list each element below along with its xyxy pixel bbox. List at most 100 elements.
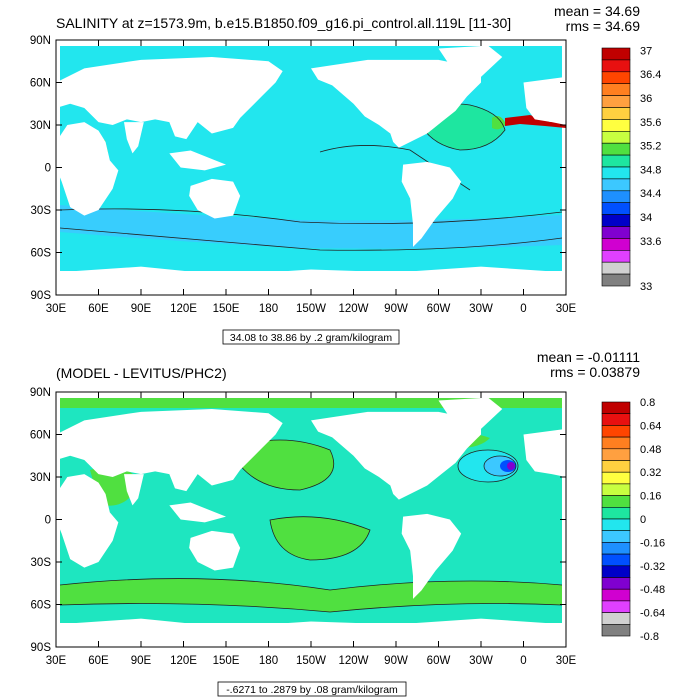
colorbar-label: -0.48 (640, 584, 665, 596)
colorbar-swatch (601, 600, 631, 613)
colorbar-swatch (601, 202, 631, 215)
contour-line (59, 208, 563, 225)
lon-label: 180 (259, 655, 278, 667)
colorbar-swatch (601, 612, 631, 625)
lon-label: 90E (131, 655, 152, 667)
colorbar-swatch (601, 506, 631, 520)
colorbar-label: 37 (640, 45, 652, 57)
lon-label: 30E (46, 655, 67, 667)
latitude-axis: 90N 60N 30N 0 30S 60S 90S (30, 387, 566, 654)
colorbar-label: -0.16 (640, 537, 665, 549)
colorbar-swatch (601, 71, 631, 85)
colorbar-swatch (601, 460, 631, 473)
colorbar-swatch (601, 166, 631, 180)
map-panel-salinity: SALINITY at z=1573.9m, b.e15.B1850.f09_g… (30, 3, 661, 345)
colorbar-swatch (601, 59, 631, 73)
longitude-axis: 30E 60E 90E 120E 150E 180 150W 120W 90W 60W 30W 0 30… (46, 40, 577, 315)
colorbar-label: -0.32 (640, 561, 665, 573)
lon-label: 0 (520, 655, 526, 667)
lon-label: 150E (213, 655, 240, 667)
lon-label: 150W (296, 655, 326, 667)
lat-label: 90N (30, 35, 51, 47)
colorbar-swatch (601, 47, 631, 61)
colorbar-label: 0.64 (640, 420, 661, 432)
colorbar-swatch (601, 154, 631, 168)
lon-label: 120W (338, 303, 368, 315)
arctic-positive (60, 398, 562, 408)
lon-label: 30W (469, 303, 493, 315)
rms-label: rms = 0.03879 (550, 364, 640, 380)
colorbar-swatch (601, 273, 631, 287)
lon-label: 60W (427, 303, 451, 315)
colorbar-swatch (601, 142, 631, 156)
colorbar-swatch (601, 238, 631, 251)
map-area (55, 39, 567, 296)
panel-title: SALINITY at z=1573.9m, b.e15.B1850.f09_g… (56, 15, 511, 31)
colorbar-swatch (601, 131, 631, 144)
lon-label: 90W (384, 655, 408, 667)
colorbar-swatch (601, 577, 631, 590)
lon-label: 30W (469, 655, 493, 667)
lat-label: 90S (31, 642, 52, 654)
colorbar-swatch (601, 261, 631, 275)
colorbar-swatch (601, 542, 631, 555)
lat-label: 60N (30, 78, 51, 90)
colorbar-swatch (601, 471, 631, 485)
colorbar-swatch (601, 425, 631, 438)
contour-line (269, 516, 371, 561)
rms-label: rms = 34.69 (566, 18, 641, 34)
colorbar-label: 36 (640, 93, 652, 105)
contour-line (229, 439, 335, 491)
colorbar-swatch (601, 190, 631, 204)
colorbar-swatch (601, 413, 631, 426)
panel-title: (MODEL - LEVITUS/PHC2) (56, 365, 227, 381)
lon-label: 60E (88, 655, 109, 667)
colorbar-swatch (601, 530, 631, 543)
colorbar-swatch (601, 250, 631, 263)
map-panel-difference: (MODEL - LEVITUS/PHC2) mean = -0.01111 r… (30, 349, 665, 697)
lon-label: 60E (88, 303, 109, 315)
colorbar-label: 33.6 (640, 236, 661, 248)
colorbar-label: 36.4 (640, 69, 661, 81)
lat-label: 30N (30, 472, 51, 484)
south-pacific-positive (270, 516, 370, 560)
lat-label: 0 (45, 163, 51, 175)
colorbar-swatch (601, 178, 631, 192)
southern-band (60, 205, 562, 249)
colorbar-swatch (601, 83, 631, 96)
lon-label: 90E (131, 303, 152, 315)
colorbar-label: 0.48 (640, 444, 661, 456)
colorbar-swatch (601, 448, 631, 461)
info-frame (217, 681, 407, 697)
colorbar-swatch (601, 483, 631, 496)
lon-label: 30E (556, 655, 577, 667)
contour-line (483, 455, 517, 477)
lat-label: 60S (31, 248, 52, 260)
lon-label: 120E (170, 303, 197, 315)
lon-label: 30E (556, 303, 577, 315)
lat-label: 30N (30, 120, 51, 132)
colorbar-label: 34 (640, 212, 652, 224)
colorbar-label: 0.32 (640, 467, 661, 479)
colorbar-swatch (601, 119, 631, 132)
colorbar-swatch (601, 588, 631, 602)
colorbar-swatch (601, 518, 631, 531)
contour-line (59, 578, 563, 591)
colorbar: 0.8 0.64 0.48 0.32 0.16 0 -0.16 -0.32 -0.48 -0.64… (601, 397, 665, 643)
colorbar-swatch (601, 436, 631, 450)
lon-label: 60W (427, 655, 451, 667)
contour-info: -.6271 to .2879 by .08 gram/kilogram (226, 684, 398, 696)
colorbar: 37 36.4 36 35.6 35.2 34.8 34.4 34 33.6 33 (601, 45, 661, 293)
colorbar-swatch (601, 623, 631, 637)
contour-info: 34.08 to 38.86 by .2 gram/kilogram (230, 332, 393, 344)
lon-label: 0 (520, 303, 526, 315)
colorbar-swatch (601, 226, 631, 239)
colorbar-label: 0 (640, 514, 646, 526)
contour-line (457, 449, 519, 483)
colorbar-label: -0.8 (640, 631, 659, 643)
colorbar-label: 34.8 (640, 164, 661, 176)
colorbar-swatch (601, 401, 631, 414)
colorbar-label: 35.6 (640, 117, 661, 129)
colorbar-swatch (601, 95, 631, 108)
